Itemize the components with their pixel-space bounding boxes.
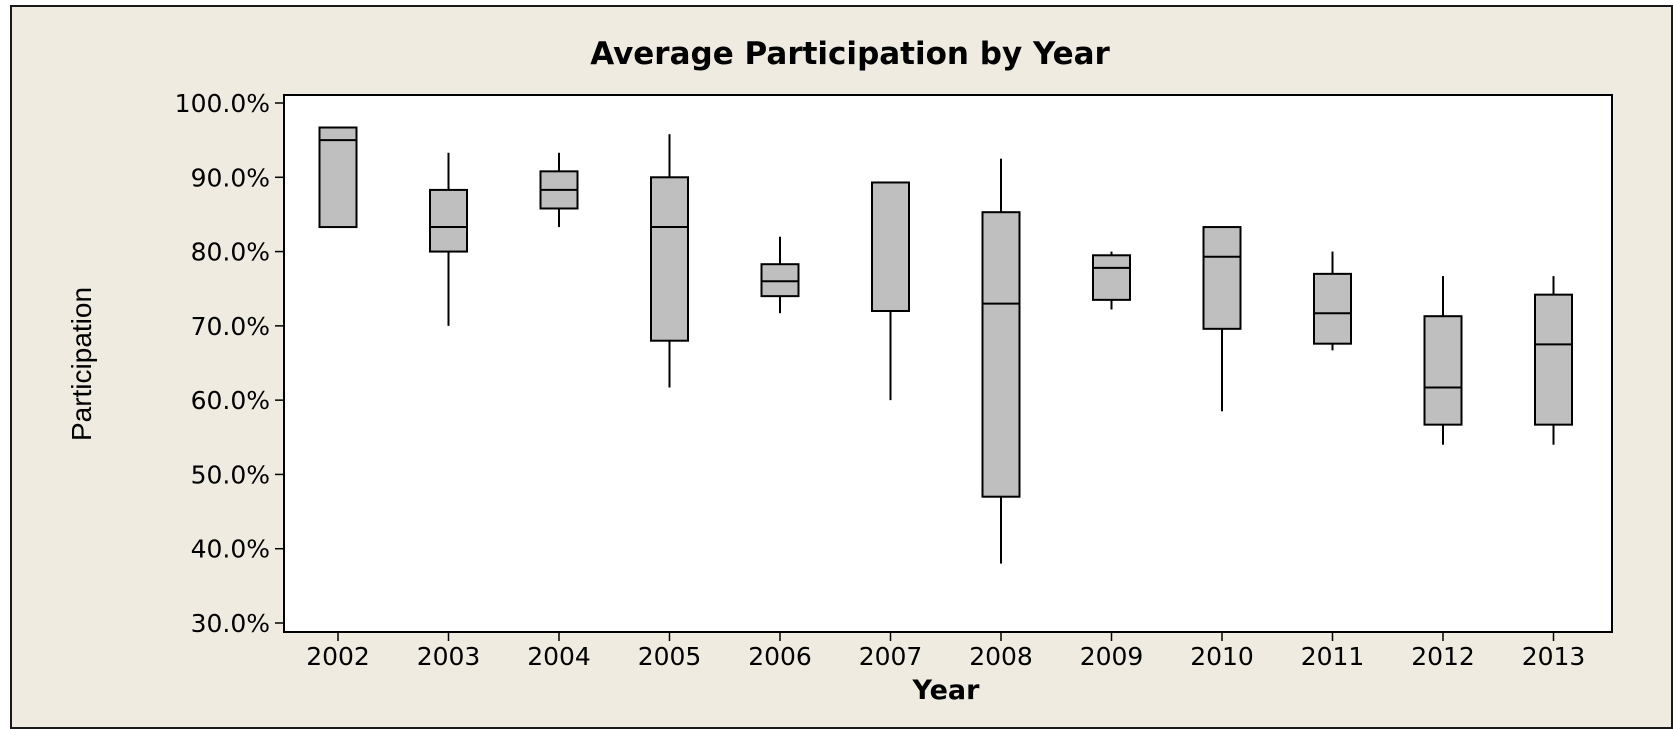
y-tick-label: 100.0%	[175, 89, 270, 118]
box-2013	[1534, 276, 1573, 445]
box-2005	[650, 134, 689, 388]
x-tick-label: 2012	[1411, 642, 1475, 671]
y-tick-label: 60.0%	[191, 386, 270, 415]
x-tick-label: 2008	[969, 642, 1033, 671]
x-tick-label: 2006	[748, 642, 812, 671]
x-tick-label: 2010	[1190, 642, 1254, 671]
iqr-box	[429, 188, 468, 253]
iqr-box	[760, 263, 800, 298]
box-2009	[1092, 251, 1131, 310]
x-tick-label: 2009	[1080, 642, 1144, 671]
box-2002	[318, 126, 358, 229]
y-tick-label: 90.0%	[191, 163, 270, 192]
y-tick-label: 30.0%	[191, 609, 270, 638]
iqr-box	[318, 126, 358, 229]
plot-area	[283, 94, 1613, 633]
iqr-box	[871, 181, 910, 312]
iqr-box	[1423, 315, 1463, 426]
iqr-box	[1092, 254, 1131, 301]
iqr-box	[1313, 272, 1352, 345]
box-2012	[1423, 276, 1463, 445]
y-axis-label: Participation	[66, 287, 97, 441]
y-axis: 30.0% 40.0% 50.0% 60.0% 70.0% 80.0% 90.0% 100.0…	[175, 89, 284, 638]
box-2003	[429, 152, 468, 326]
y-tick-label: 40.0%	[191, 535, 270, 564]
x-tick-label: 2002	[306, 642, 370, 671]
box-2008	[981, 158, 1021, 564]
box-series	[318, 126, 1573, 564]
iqr-box	[1202, 226, 1242, 330]
x-tick-label: 2005	[638, 642, 702, 671]
y-tick-label: 50.0%	[191, 460, 270, 489]
y-tick-label: 80.0%	[191, 238, 270, 267]
x-tick-label: 2011	[1301, 642, 1365, 671]
box-2010	[1202, 226, 1242, 412]
chart-title: Average Participation by Year	[590, 36, 1110, 72]
x-tick-label: 2004	[527, 642, 591, 671]
x-tick-label: 2003	[417, 642, 481, 671]
iqr-box	[981, 211, 1021, 498]
box-2004	[539, 152, 579, 228]
iqr-box	[1534, 293, 1573, 426]
box-2011	[1313, 251, 1352, 351]
iqr-box	[650, 176, 689, 342]
box-2007	[871, 181, 910, 401]
box-2006	[760, 236, 800, 314]
x-axis-label: Year	[912, 675, 981, 706]
x-axis: 2002 2003 2004 2005 2006 2007 2008 2009 2010 2011…	[306, 632, 1585, 671]
y-tick-label: 70.0%	[191, 312, 270, 341]
x-tick-label: 2013	[1522, 642, 1586, 671]
x-tick-label: 2007	[859, 642, 923, 671]
